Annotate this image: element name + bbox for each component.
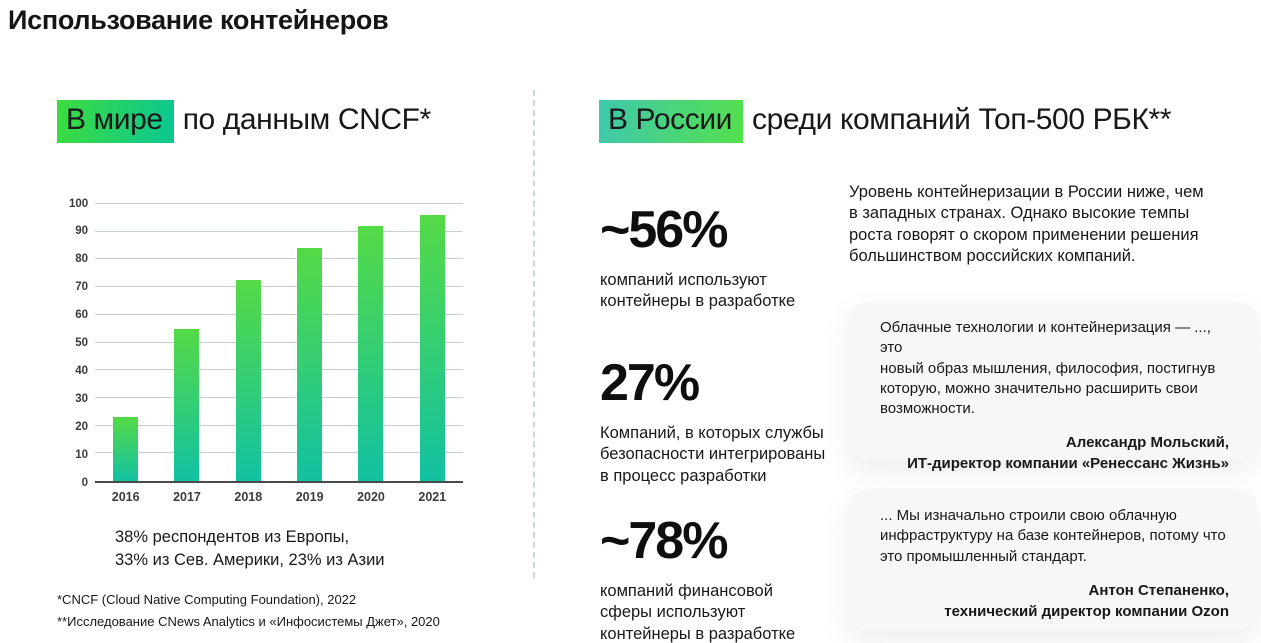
gridline <box>95 452 463 454</box>
bar-2021 <box>419 215 445 481</box>
y-axis-tick-label: 0 <box>81 476 88 489</box>
quote-attribution: Антон Степаненко, технический директор к… <box>880 580 1229 622</box>
quote-card-stepanenko: ... Мы изначально строили свою облачную … <box>848 490 1257 630</box>
y-axis-tick-label: 20 <box>75 420 88 433</box>
x-axis-tick-label: 2017 <box>173 490 201 504</box>
footnotes: *CNCF (Cloud Native Computing Foundation… <box>57 589 440 634</box>
stat-security-integration: 27% Компаний, в которых службы безопасно… <box>600 356 850 488</box>
russia-header-highlight: В России <box>599 100 744 143</box>
chart-y-axis: 0 10 20 30 40 50 60 70 80 90 100 <box>69 198 95 488</box>
quote-text: Облачные технологии и контейнеризация — … <box>880 319 1216 417</box>
quote-role: ИТ-директор компании «Ренессанс Жизнь» <box>907 455 1229 473</box>
stat-finance-sector: ~78% компаний финансовой сферы использую… <box>600 514 850 643</box>
bar-2020 <box>358 226 384 481</box>
bar-2016 <box>113 417 139 481</box>
footnote-cncf: *CNCF (Cloud Native Computing Foundation… <box>57 592 357 607</box>
quote-text: ... Мы изначально строили свою облачную … <box>880 507 1226 565</box>
stat-value: ~78% <box>600 512 728 570</box>
gridline <box>95 258 463 260</box>
stat-value: 27% <box>600 354 700 412</box>
y-axis-tick-label: 30 <box>75 392 88 405</box>
y-axis-tick-label: 10 <box>75 448 88 461</box>
x-axis-tick-label: 2016 <box>111 490 140 504</box>
stat-description: компаний используют контейнеры в разрабо… <box>600 270 796 311</box>
bar-2017 <box>174 328 200 481</box>
quote-author: Антон Степаненко, <box>1088 581 1229 599</box>
x-axis-tick-label: 2018 <box>234 490 263 504</box>
russia-section-header: В России среди компаний Топ-500 РБК** <box>599 100 1171 143</box>
x-axis-tick-label: 2019 <box>295 490 324 504</box>
gridline <box>95 203 463 204</box>
gridline <box>95 424 463 426</box>
vertical-dashed-divider <box>533 90 535 578</box>
bar-2018 <box>235 280 261 481</box>
y-axis-tick-label: 90 <box>75 225 88 238</box>
x-axis-tick-label: 2020 <box>357 490 385 504</box>
bar-slot <box>95 204 156 481</box>
world-header-highlight: В мире <box>57 100 174 143</box>
gridline <box>95 313 463 315</box>
y-axis-tick-label: 40 <box>75 364 88 377</box>
y-axis-tick-label: 100 <box>69 197 89 210</box>
stat-description: Компаний, в которых службы безопасности … <box>600 423 826 486</box>
page-title: Использование контейнеров <box>8 5 389 35</box>
quote-role: технический директор компании Ozon <box>944 602 1229 620</box>
chart-x-axis: 2016 2017 2018 2019 2020 2021 <box>95 490 463 504</box>
bar-chart: 0 10 20 30 40 50 60 70 80 90 100 2016 2017 2018 2019 2… <box>69 198 463 504</box>
russia-header-rest: среди компаний Топ-500 РБК** <box>752 103 1172 136</box>
bar-slot <box>340 204 401 481</box>
gridline <box>95 341 463 343</box>
y-axis-tick-label: 60 <box>75 308 88 321</box>
stat-value: ~56% <box>600 201 728 259</box>
bar-slot <box>156 204 217 481</box>
bar-slot <box>218 204 279 481</box>
world-header-rest: по данным CNCF* <box>182 103 432 136</box>
bar-slot <box>402 204 463 481</box>
quote-card-molsky: Облачные технологии и контейнеризация — … <box>848 302 1257 472</box>
x-axis-tick-label: 2021 <box>418 490 447 504</box>
chart-plot <box>95 203 463 483</box>
quote-attribution: Александр Мольский, ИТ-директор компании… <box>880 432 1229 474</box>
footnote-cnews: **Исследование CNews Analytics и «Инфоси… <box>57 614 440 630</box>
y-axis-tick-label: 80 <box>75 253 88 266</box>
gridline <box>95 396 463 398</box>
world-section-header: В мире по данным CNCF* <box>57 100 431 143</box>
stat-containers-usage: ~56% компаний используют контейнеры в ра… <box>600 203 850 313</box>
bar-2019 <box>297 248 323 481</box>
y-axis-tick-label: 70 <box>75 280 88 293</box>
russia-intro-paragraph: Уровень контейнеризации в России ниже, ч… <box>849 183 1204 265</box>
gridline <box>95 230 463 232</box>
gridline <box>95 369 463 371</box>
chart-caption: 38% респондентов из Европы, 33% из Сев. … <box>115 528 385 570</box>
bar-slot <box>279 204 340 481</box>
y-axis-tick-label: 50 <box>75 336 88 349</box>
gridline <box>95 286 463 288</box>
quote-author: Александр Мольский, <box>1065 434 1229 452</box>
stat-description: компаний финансовой сферы используют кон… <box>600 581 796 643</box>
